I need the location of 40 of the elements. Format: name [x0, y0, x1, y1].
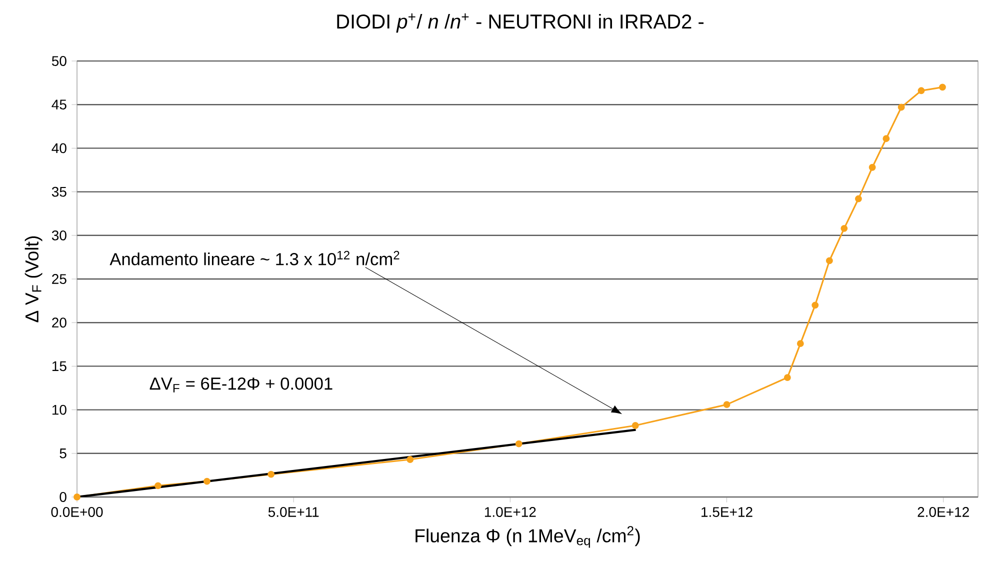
point	[796, 340, 804, 347]
point	[840, 224, 848, 232]
point	[268, 470, 275, 478]
y-tick-label: 0	[60, 492, 66, 502]
annotation: Andamento lineare ~ 1.3 x 10$^{12}$ n/cm$^{2}$	[110, 250, 400, 266]
point	[898, 104, 905, 111]
point	[515, 440, 522, 448]
chart-title: DIODI p$^{+}$/ n /n$^{+}$ - NEUTRONI in IRRAD2 -	[337, 13, 704, 33]
y-tick-label: 25	[52, 274, 66, 284]
point	[868, 164, 876, 171]
x-tick-label: 5.0E+11	[268, 507, 319, 517]
point	[939, 84, 946, 91]
y-tick-label: 5	[60, 448, 66, 458]
point	[812, 302, 819, 309]
point	[74, 494, 80, 500]
y-tick-label: 50	[52, 56, 66, 66]
x-tick-label: 0.0E+00	[51, 507, 103, 517]
point	[632, 422, 639, 429]
point	[826, 257, 833, 264]
y-tick-label: 45	[52, 100, 66, 110]
y-tick-label: 10	[52, 404, 66, 415]
point	[882, 135, 890, 142]
y-tick-label: 20	[52, 318, 66, 328]
annotation: ΔV$_{F}$ = 6E-12Φ + 0.0001	[150, 377, 332, 392]
x-tick-label: 2.0E+12	[918, 507, 969, 517]
y-tick-label: 15	[52, 361, 66, 372]
point	[203, 478, 210, 485]
point	[854, 195, 862, 202]
y-tick-label: 40	[52, 143, 66, 154]
y-tick-label: 30	[52, 230, 66, 240]
x-tick-label: 1.5E+12	[702, 507, 752, 517]
y-axis-title: Δ V$_{F}$ (Volt)	[24, 236, 42, 322]
x-tick-label: 1.0E+12	[484, 507, 536, 517]
point	[723, 401, 730, 408]
point	[784, 374, 791, 382]
x-axis-title: Fluenza Φ (n 1MeV$_{eq}$ /cm$^{2}$)	[416, 526, 640, 548]
point	[406, 456, 414, 463]
y-tick-label: 35	[52, 186, 66, 197]
point	[154, 482, 162, 490]
point	[918, 87, 925, 94]
